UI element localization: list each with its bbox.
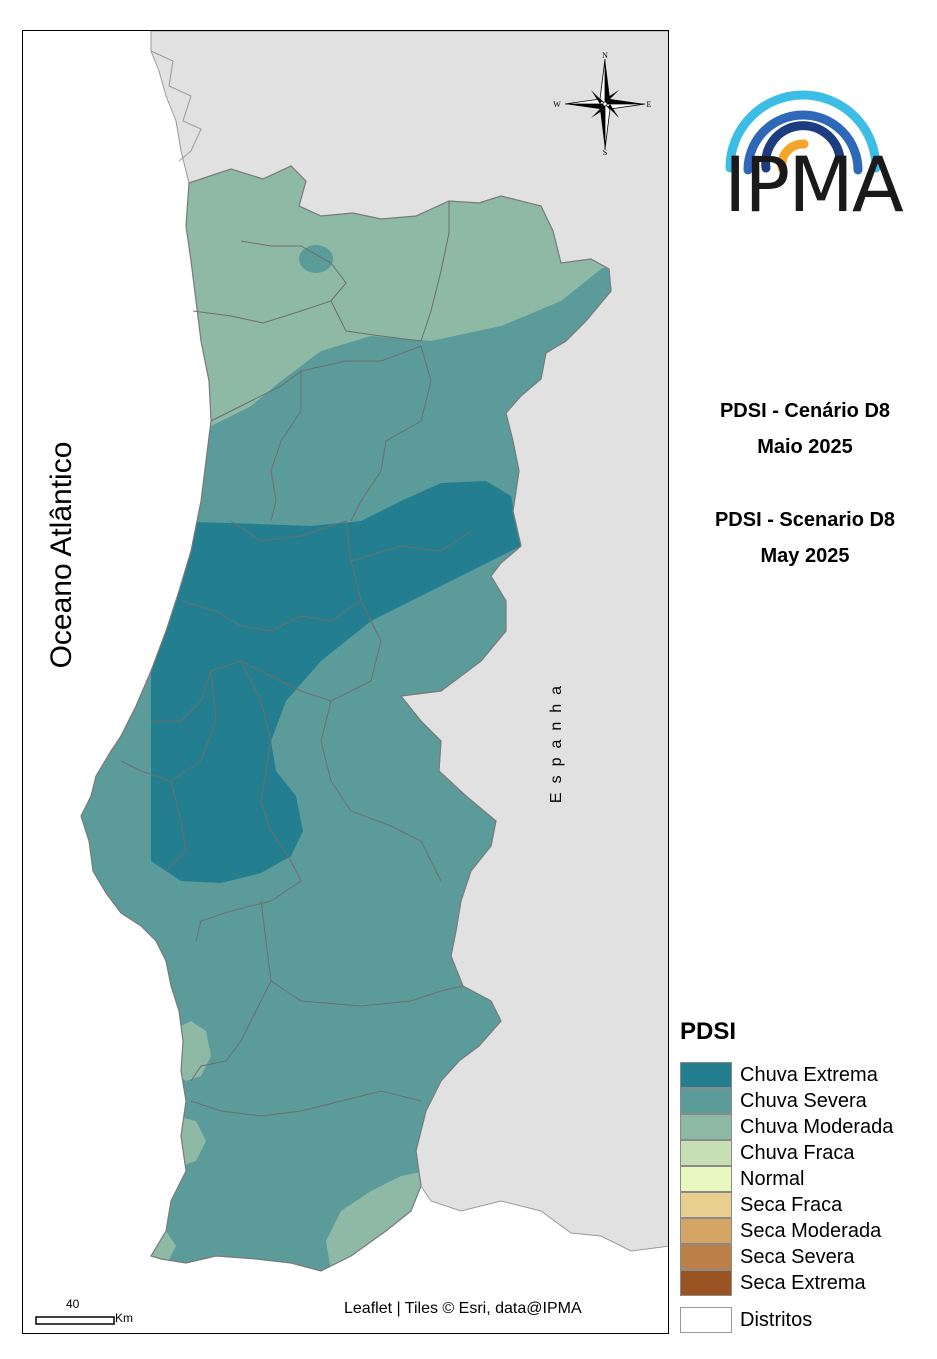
legend-label: Seca Severa	[740, 1245, 855, 1268]
zone-severa-north-blob	[299, 245, 333, 273]
legend-swatch	[680, 1114, 732, 1140]
ipma-logo-icon	[725, 90, 881, 175]
legend-title: PDSI	[680, 1018, 737, 1045]
legend-label: Chuva Extrema	[740, 1063, 878, 1086]
portugal-map[interactable]: N S E W	[23, 31, 669, 1334]
legend-label: Chuva Fraca	[740, 1141, 855, 1164]
zone-extrema	[151, 481, 521, 883]
legend-swatch	[680, 1192, 732, 1218]
legend-item: Seca Moderada	[680, 1218, 881, 1244]
galicia-coast	[150, 50, 202, 162]
compass-w: W	[553, 100, 561, 109]
ipma-logo-text: IPMA	[724, 140, 904, 229]
ocean-label: Oceano Atlântico	[45, 441, 78, 669]
title-en-line2: May 2025	[760, 545, 850, 567]
legend-label: Chuva Moderada	[740, 1115, 894, 1138]
scale-bar	[35, 1316, 115, 1325]
scale-unit: Km	[115, 1311, 133, 1325]
title-en: PDSI - Scenario D8 May 2025	[680, 502, 930, 574]
title-en-line1: PDSI - Scenario D8	[714, 509, 896, 531]
legend-item: Chuva Extrema	[680, 1062, 878, 1088]
compass-rose: N S E W	[553, 51, 651, 157]
legend-item: Chuva Fraca	[680, 1140, 855, 1166]
map-frame[interactable]: N S E W	[22, 30, 669, 1334]
legend-swatch-districts	[680, 1307, 732, 1333]
legend-label: Seca Extrema	[740, 1271, 866, 1294]
legend-swatch	[680, 1244, 732, 1270]
legend-label-districts: Distritos	[740, 1308, 813, 1331]
portugal-outline	[80, 165, 612, 1272]
scale-value: 40	[66, 1297, 80, 1311]
legend-item: Seca Extrema	[680, 1270, 866, 1296]
spain-label: Espanha	[548, 676, 565, 804]
legend-item: Chuva Severa	[680, 1088, 867, 1114]
legend-label: Seca Fraca	[740, 1193, 843, 1216]
compass-e: E	[647, 100, 652, 109]
legend-item: Chuva Moderada	[680, 1114, 893, 1140]
legend-item: Seca Severa	[680, 1244, 855, 1270]
legend-label: Normal	[740, 1167, 805, 1190]
legend-swatch	[680, 1270, 732, 1296]
map-attribution[interactable]: Leaflet | Tiles © Esri, data@IPMA	[338, 1300, 588, 1318]
legend-label: Seca Moderada	[740, 1219, 882, 1242]
title-pt: PDSI - Cenário D8 Maio 2025	[680, 393, 930, 465]
legend-label: Chuva Severa	[740, 1089, 867, 1112]
compass-s: S	[603, 148, 607, 157]
legend-item: Normal	[680, 1166, 804, 1192]
legend-swatch	[680, 1166, 732, 1192]
legend-swatch	[680, 1218, 732, 1244]
title-pt-line1: PDSI - Cenário D8	[719, 400, 891, 422]
legend-swatch	[680, 1062, 732, 1088]
legend-swatch	[680, 1140, 732, 1166]
legend-swatch	[680, 1088, 732, 1114]
district-borders	[120, 201, 472, 1117]
zone-moderada-north	[151, 166, 611, 431]
title-pt-line2: Maio 2025	[757, 436, 853, 458]
compass-n: N	[602, 51, 608, 60]
legend-item: Seca Fraca	[680, 1192, 842, 1218]
legend-item-districts: Distritos	[680, 1307, 812, 1333]
